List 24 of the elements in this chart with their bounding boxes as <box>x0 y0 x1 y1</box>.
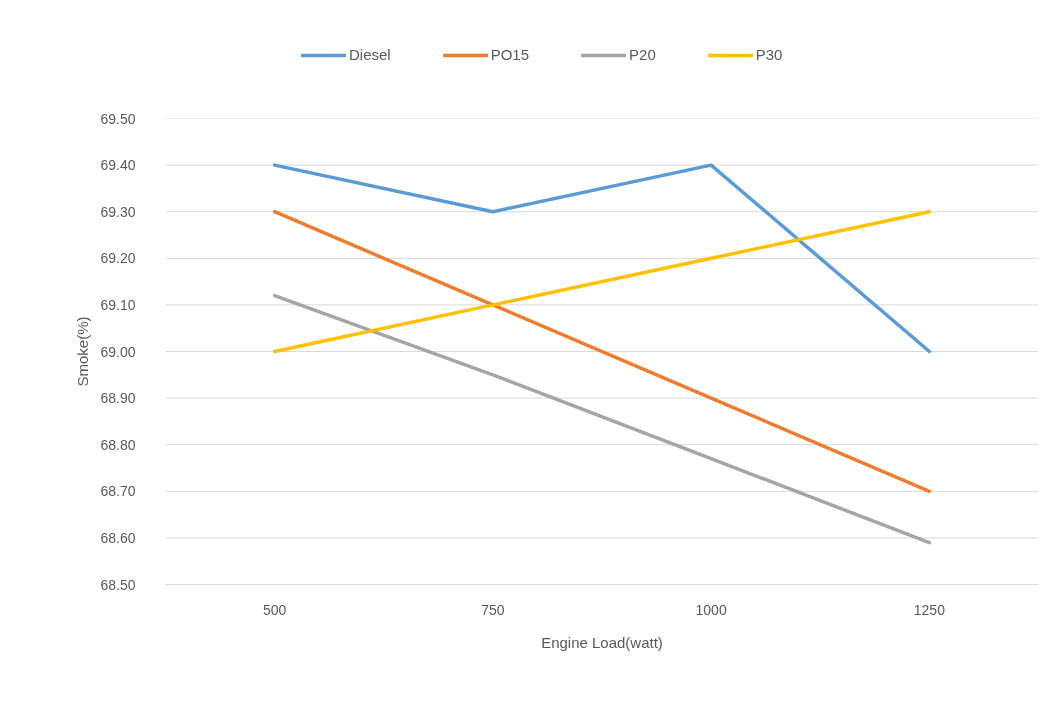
line-series <box>272 209 932 354</box>
y-tick-label: 68.50 <box>100 576 136 593</box>
x-tick-label: 1250 <box>913 601 946 618</box>
y-tick-label: 69.30 <box>100 203 136 220</box>
line-series <box>272 209 932 494</box>
x-tick-label: 500 <box>262 601 287 618</box>
legend-label: P20 <box>629 46 656 63</box>
legend-label: PO15 <box>490 46 530 63</box>
y-tick-label: 68.80 <box>100 436 136 453</box>
y-tick-label: 68.90 <box>100 390 136 407</box>
line-series <box>272 293 932 545</box>
x-tick-label: 750 <box>481 601 505 618</box>
y-tick-label: 68.70 <box>100 483 136 500</box>
y-tick-label: 69.10 <box>100 296 136 313</box>
legend-label: P30 <box>755 46 783 63</box>
y-tick-label: 69.50 <box>100 110 136 127</box>
legend-label: Diesel <box>349 46 391 63</box>
y-axis-title: Smoke(%) <box>74 316 92 387</box>
x-axis-title: Engine Load(watt) <box>541 633 663 651</box>
x-tick-label: 1000 <box>695 601 727 618</box>
y-tick-label: 69.20 <box>100 250 136 267</box>
y-tick-label: 69.00 <box>100 343 136 360</box>
y-tick-label: 69.40 <box>100 157 136 174</box>
y-tick-label: 68.60 <box>100 529 136 546</box>
